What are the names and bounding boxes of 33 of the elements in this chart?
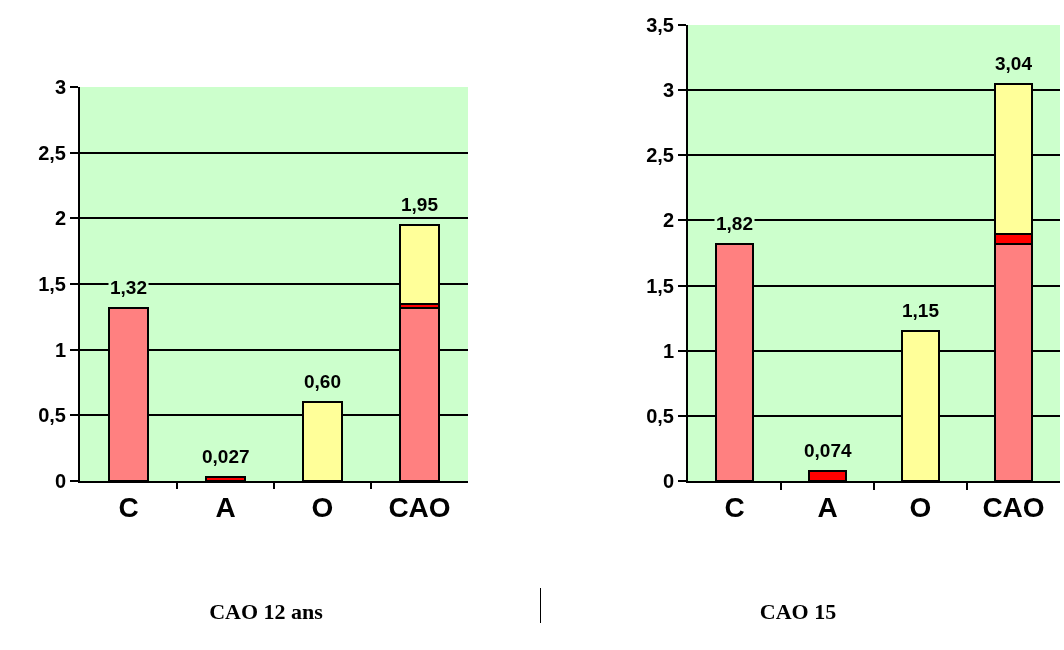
x-tick-label: CAO xyxy=(388,491,451,523)
x-tick-label: CAO xyxy=(982,491,1045,523)
x-tick-label: C xyxy=(118,491,139,523)
y-tick-label: 2 xyxy=(662,209,674,232)
y-tick-label: 0 xyxy=(54,470,66,492)
y-tick-label: 3,5 xyxy=(646,14,674,36)
total-label: 3,04 xyxy=(995,53,1033,74)
x-tick-label: A xyxy=(215,491,236,523)
x-tick-label: C xyxy=(724,491,745,523)
y-tick-label: 0,5 xyxy=(646,404,674,427)
x-tick-label: A xyxy=(817,491,838,523)
total-label: 0,60 xyxy=(304,371,341,392)
y-tick-label: 2,5 xyxy=(38,141,66,164)
text: CAO 15 xyxy=(759,598,837,624)
y-tick-label: 1,5 xyxy=(38,273,66,295)
total-label: 1,95 xyxy=(401,194,439,215)
total-label: 1,15 xyxy=(902,300,940,321)
text: CAO 12 ans xyxy=(209,598,324,624)
total-label: 1,32 xyxy=(110,277,147,298)
x-tick-label: O xyxy=(311,491,334,523)
y-tick-label: 2 xyxy=(54,207,66,230)
y-tick-label: 3 xyxy=(662,79,674,102)
x-tick-label: O xyxy=(909,491,932,523)
total-label: 1,82 xyxy=(716,213,753,234)
total-label: 0,074 xyxy=(804,440,852,461)
y-tick-label: 3 xyxy=(54,76,66,98)
y-tick-label: 1 xyxy=(662,339,674,362)
y-tick-label: 1 xyxy=(54,338,66,361)
y-tick-label: 0 xyxy=(662,470,674,492)
y-tick-label: 1,5 xyxy=(646,274,674,297)
y-tick-label: 2,5 xyxy=(646,144,674,167)
total-label: 0,027 xyxy=(202,446,250,467)
y-tick-label: 0,5 xyxy=(38,404,66,427)
